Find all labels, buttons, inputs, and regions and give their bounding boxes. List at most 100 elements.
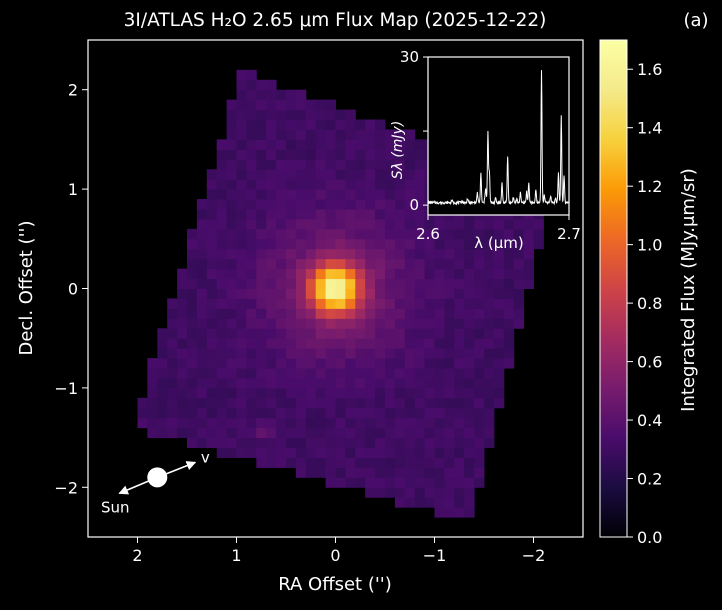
heatmap-cell <box>523 258 534 270</box>
heatmap-cell <box>424 338 435 349</box>
heatmap-cell <box>286 358 297 369</box>
heatmap-cell <box>464 288 475 299</box>
heatmap-cell <box>216 407 228 419</box>
heatmap-cell <box>493 338 505 349</box>
heatmap-cell <box>493 288 505 299</box>
heatmap-cell <box>513 298 525 309</box>
heatmap-cell <box>236 308 247 319</box>
heatmap-cell <box>444 407 455 419</box>
heatmap-cell <box>276 248 287 260</box>
heatmap-cell <box>315 179 327 190</box>
heatmap-cell <box>335 248 346 260</box>
heatmap-cell <box>226 238 237 250</box>
heatmap-cell <box>206 189 218 200</box>
heatmap-cell <box>503 328 515 339</box>
heatmap-cell <box>206 377 218 389</box>
heatmap-cell <box>464 338 475 349</box>
heatmap-cell <box>266 268 277 280</box>
heatmap-cell <box>305 457 317 468</box>
heatmap-cell <box>236 139 247 150</box>
heatmap-cell <box>315 149 327 160</box>
heatmap-cell <box>325 179 336 190</box>
heatmap-cell <box>147 407 158 419</box>
heatmap-cell <box>147 417 158 429</box>
heatmap-cell <box>444 397 455 409</box>
heatmap-cell <box>305 208 317 220</box>
heatmap-cell <box>464 278 475 289</box>
heatmap-cell <box>385 377 396 389</box>
heatmap-cell <box>216 258 228 270</box>
heatmap-cell <box>394 298 406 309</box>
heatmap-cell <box>493 368 505 379</box>
heatmap-cell <box>286 258 297 270</box>
heatmap-cell <box>157 427 168 439</box>
heatmap-cell <box>315 387 327 399</box>
heatmap-cell <box>236 447 247 458</box>
heatmap-cell <box>474 358 485 369</box>
heatmap-cell <box>385 427 396 439</box>
heatmap-cell <box>375 437 386 449</box>
heatmap-cell <box>187 268 198 280</box>
heatmap-cell <box>167 368 178 379</box>
heatmap-cell <box>394 348 406 359</box>
heatmap-cell <box>286 427 297 439</box>
heatmap-cell <box>464 298 475 309</box>
heatmap-cell <box>206 338 218 349</box>
heatmap-cell <box>256 437 267 449</box>
heatmap-cell <box>266 328 277 339</box>
inset-y-axis-title: Sλ (mJy) <box>390 121 406 180</box>
heatmap-cell <box>256 387 267 399</box>
heatmap-cell <box>523 248 534 260</box>
heatmap-cell <box>196 348 208 359</box>
heatmap-cell <box>444 308 455 319</box>
heatmap-cell <box>315 457 327 468</box>
heatmap-cell <box>256 368 267 379</box>
colorbar-tick-label: 0.6 <box>637 353 662 372</box>
heatmap-cell <box>305 129 317 140</box>
heatmap-cell <box>286 169 297 180</box>
heatmap-cell <box>474 268 485 280</box>
heatmap-cell <box>295 99 307 111</box>
heatmap-cell <box>404 467 416 478</box>
heatmap-cell <box>266 338 277 349</box>
heatmap-cell <box>286 268 297 280</box>
heatmap-cell <box>464 457 475 468</box>
heatmap-cell <box>345 477 356 488</box>
heatmap-cell <box>464 328 475 339</box>
heatmap-cell <box>226 119 237 130</box>
heatmap-cell <box>375 487 386 498</box>
heatmap-cell <box>295 298 307 309</box>
heatmap-cell <box>365 477 376 488</box>
heatmap-cell <box>503 318 515 329</box>
heatmap-cell <box>216 238 228 250</box>
heatmap-cell <box>325 278 336 289</box>
heatmap-cell <box>246 189 257 200</box>
heatmap-cell <box>177 318 188 329</box>
heatmap-cell <box>375 278 386 289</box>
heatmap-cell <box>167 358 178 369</box>
heatmap-cell <box>355 199 366 210</box>
heatmap-cell <box>276 228 287 240</box>
heatmap-cell <box>256 238 267 250</box>
heatmap-cell <box>295 268 307 280</box>
heatmap-cell <box>305 328 317 339</box>
heatmap-cell <box>444 487 455 498</box>
heatmap-cell <box>246 208 257 220</box>
heatmap-cell <box>335 447 346 458</box>
heatmap-cell <box>394 228 406 240</box>
heatmap-cell <box>345 318 356 329</box>
heatmap-cell <box>394 417 406 429</box>
heatmap-cell <box>444 437 455 449</box>
heatmap-cell <box>335 199 346 210</box>
heatmap-cell <box>206 427 218 439</box>
heatmap-cell <box>266 169 277 180</box>
heatmap-cell <box>434 298 445 309</box>
heatmap-cell <box>206 218 218 230</box>
heatmap-cell <box>493 397 505 409</box>
heatmap-cell <box>503 258 515 270</box>
heatmap-cell <box>177 308 188 319</box>
heatmap-cell <box>385 169 396 180</box>
heatmap-cell <box>226 278 237 289</box>
heatmap-cell <box>404 129 416 140</box>
heatmap-cell <box>226 288 237 299</box>
